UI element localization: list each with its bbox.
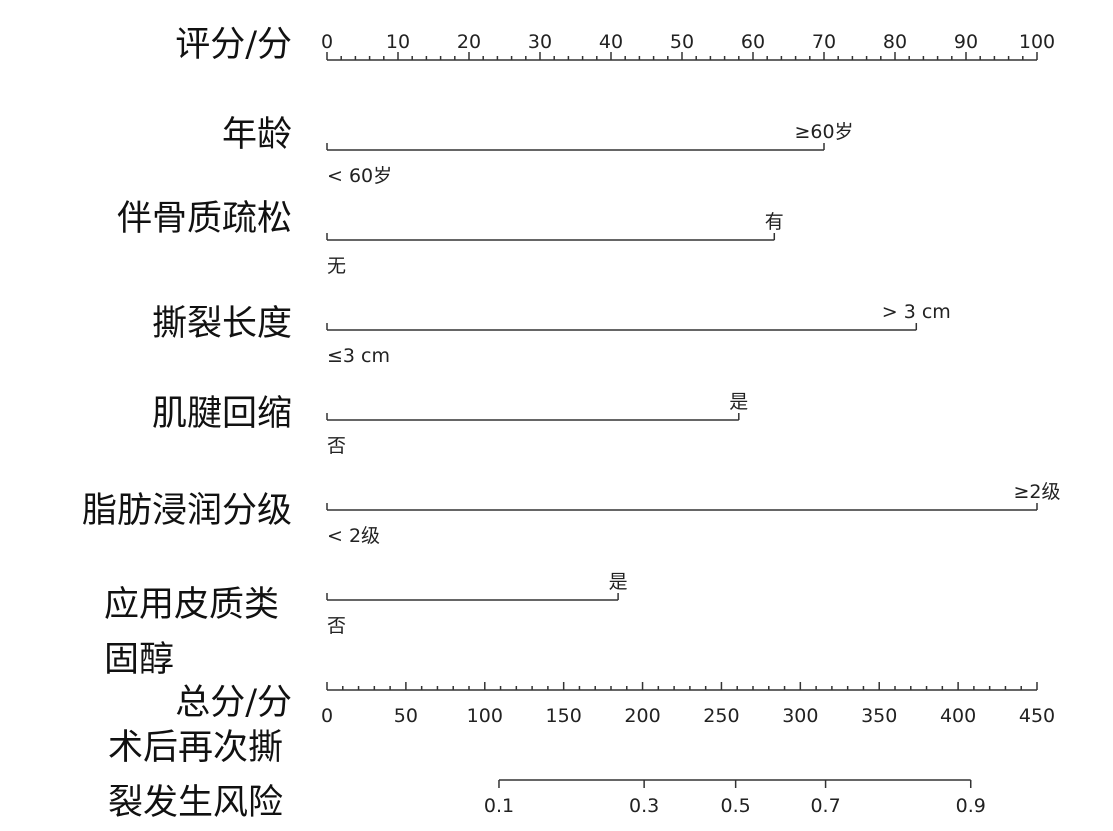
tick-label: 300 xyxy=(782,705,818,727)
tick-label: 200 xyxy=(624,705,660,727)
level-label: > 3 cm xyxy=(882,301,951,323)
level-label: < 2级 xyxy=(327,525,380,547)
tick-label: 0.7 xyxy=(810,795,840,817)
tick-label: 50 xyxy=(394,705,418,727)
tick-label: 70 xyxy=(812,31,836,53)
tick-label: 100 xyxy=(467,705,503,727)
variable-label: 年龄 xyxy=(221,115,292,155)
tick-label: 250 xyxy=(703,705,739,727)
tick-label: 350 xyxy=(861,705,897,727)
level-label: 无 xyxy=(327,255,346,277)
tick-label: 60 xyxy=(741,31,765,53)
tick-label: 10 xyxy=(386,31,410,53)
variable-label: 撕裂长度 xyxy=(151,304,292,344)
variable-label: 伴骨质疏松 xyxy=(116,199,292,239)
tick-label: 20 xyxy=(457,31,481,53)
level-label: < 60岁 xyxy=(327,165,392,187)
level-label: 否 xyxy=(327,435,346,457)
tick-label: 80 xyxy=(883,31,907,53)
variable-label: 肌腱回缩 xyxy=(151,394,292,434)
tick-label: 0.3 xyxy=(629,795,659,817)
tick-label: 0.9 xyxy=(956,795,986,817)
tick-label: 0 xyxy=(321,705,333,727)
tick-label: 50 xyxy=(670,31,694,53)
level-label: 是 xyxy=(729,391,748,413)
tick-label: 400 xyxy=(940,705,976,727)
level-label: 是 xyxy=(609,571,628,593)
axis-label: 总分/分 xyxy=(175,683,292,723)
axis-label: 评分/分 xyxy=(175,25,292,65)
level-label: ≥2级 xyxy=(1013,481,1060,503)
tick-label: 0.5 xyxy=(721,795,751,817)
level-label: 有 xyxy=(765,211,784,233)
tick-label: 0.1 xyxy=(484,795,514,817)
tick-label: 100 xyxy=(1019,31,1055,53)
axis-label: 术后再次撕裂发生风险 xyxy=(108,728,284,823)
tick-label: 30 xyxy=(528,31,552,53)
tick-label: 40 xyxy=(599,31,623,53)
variable-label: 脂肪浸润分级 xyxy=(81,491,292,531)
level-label: 否 xyxy=(327,615,346,637)
tick-label: 90 xyxy=(954,31,978,53)
tick-label: 450 xyxy=(1019,705,1055,727)
level-label: ≥60岁 xyxy=(794,121,853,143)
tick-label: 150 xyxy=(546,705,582,727)
variable-label: 应用皮质类固醇 xyxy=(104,585,280,680)
tick-label: 0 xyxy=(321,31,333,53)
level-label: ≤3 cm xyxy=(327,345,390,367)
